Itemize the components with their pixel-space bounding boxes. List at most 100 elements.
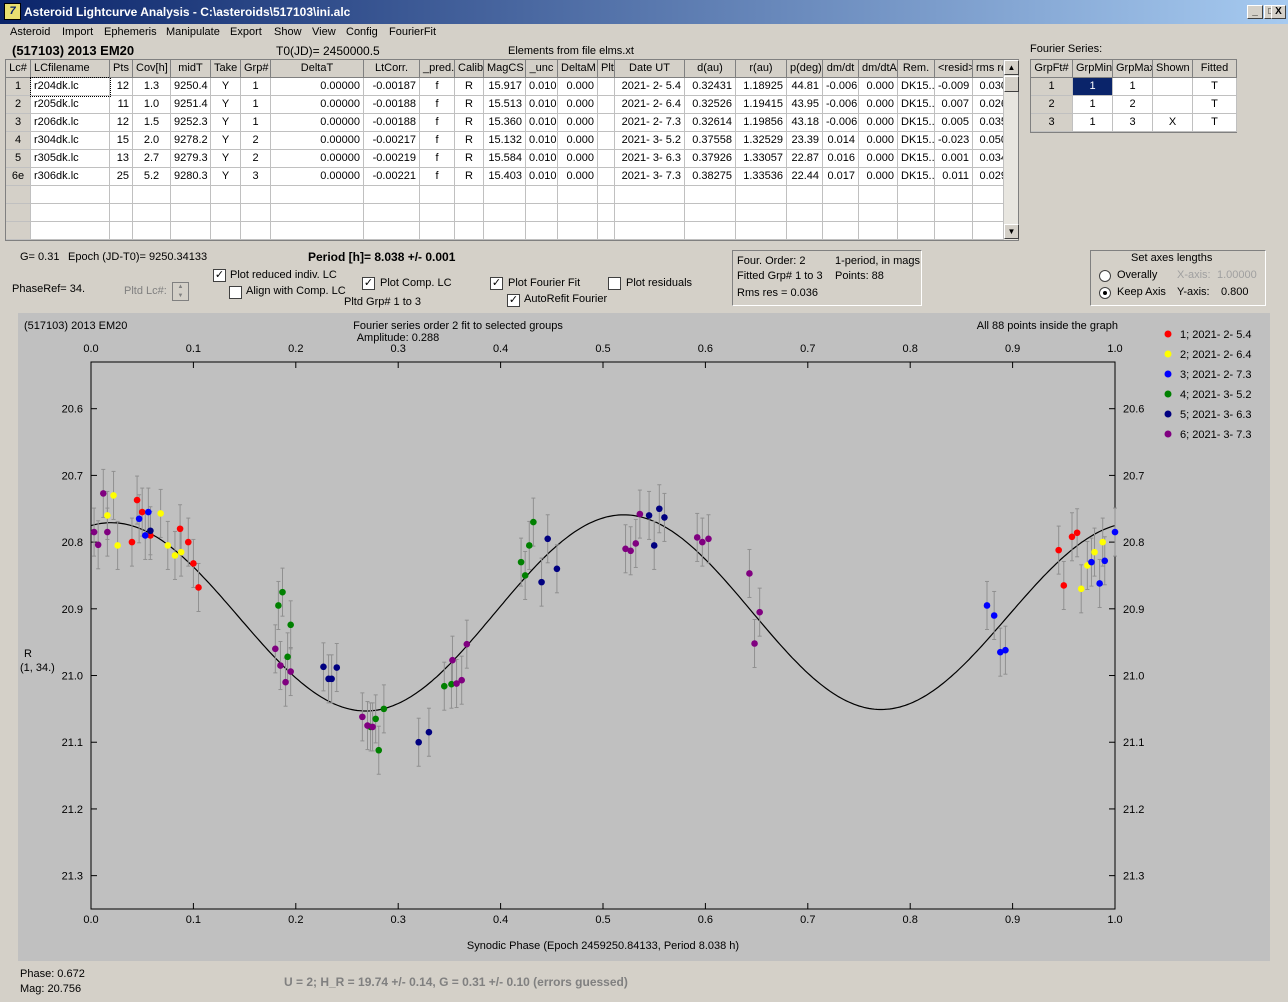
table-cell[interactable]: 1.33057 (736, 150, 787, 168)
xaxis-value[interactable]: 1.00000 (1217, 269, 1257, 281)
table-scrollbar[interactable]: ▲ ▼ (1003, 60, 1019, 240)
spin-up-icon[interactable]: ▲ (177, 284, 184, 290)
table-cell[interactable]: 5 (6, 150, 31, 168)
table-cell[interactable]: 0.00000 (271, 132, 364, 150)
table-cell[interactable]: 3 (6, 114, 31, 132)
table-cell[interactable]: f (420, 78, 455, 96)
fourier-column-header[interactable]: GrpMin (1073, 60, 1113, 78)
empty-cell[interactable] (171, 204, 211, 222)
pltd-lc-spinner[interactable]: ▲ ▼ (172, 282, 189, 301)
table-cell[interactable]: 0.000 (859, 132, 898, 150)
empty-cell[interactable] (110, 222, 133, 240)
table-cell[interactable]: 4 (6, 132, 31, 150)
table-cell[interactable]: 23.39 (787, 132, 823, 150)
table-cell[interactable]: 1.32529 (736, 132, 787, 150)
empty-cell[interactable] (935, 204, 973, 222)
table-cell[interactable]: 0.010 (526, 150, 558, 168)
table-cell[interactable]: 15.132 (484, 132, 526, 150)
table-cell[interactable]: 15.584 (484, 150, 526, 168)
table-cell[interactable]: 0.00000 (271, 150, 364, 168)
empty-cell[interactable] (935, 222, 973, 240)
table-cell[interactable]: 13 (110, 150, 133, 168)
table-cell[interactable]: 0.010 (526, 168, 558, 186)
table-cell[interactable]: R (455, 132, 484, 150)
table-cell[interactable]: 1 (241, 78, 271, 96)
lightcurve-plot[interactable]: (517103) 2013 EM20 Fourier series order … (18, 313, 1270, 961)
table-cell[interactable]: -0.00187 (364, 78, 420, 96)
table-cell[interactable]: 0.010 (526, 132, 558, 150)
table-cell[interactable]: 0.32431 (685, 78, 736, 96)
table-cell[interactable]: 1.33536 (736, 168, 787, 186)
column-header[interactable]: Plt (598, 60, 615, 78)
fourier-column-header[interactable]: GrpMax (1113, 60, 1153, 78)
table-cell[interactable]: Y (211, 150, 241, 168)
column-header[interactable]: Date UT (615, 60, 685, 78)
empty-cell[interactable] (211, 204, 241, 222)
empty-cell[interactable] (211, 186, 241, 204)
menu-show[interactable]: Show (274, 26, 302, 38)
empty-cell[interactable] (455, 204, 484, 222)
table-cell[interactable] (598, 96, 615, 114)
table-cell[interactable]: f (420, 114, 455, 132)
empty-cell[interactable] (133, 186, 171, 204)
table-cell[interactable]: 15.360 (484, 114, 526, 132)
table-cell[interactable]: 9250.4 (171, 78, 211, 96)
table-cell[interactable]: 1.19856 (736, 114, 787, 132)
empty-cell[interactable] (271, 204, 364, 222)
fourier-cell[interactable]: 1 (1113, 78, 1153, 96)
empty-cell[interactable] (859, 222, 898, 240)
table-cell[interactable]: R (455, 150, 484, 168)
table-cell[interactable]: 0.000 (558, 132, 598, 150)
fourier-cell[interactable]: 3 (1113, 114, 1153, 132)
table-cell[interactable]: Y (211, 132, 241, 150)
table-cell[interactable]: 1 (6, 78, 31, 96)
menu-export[interactable]: Export (230, 26, 262, 38)
empty-cell[interactable] (558, 186, 598, 204)
table-cell[interactable] (598, 150, 615, 168)
empty-cell[interactable] (615, 186, 685, 204)
table-cell[interactable]: f (420, 168, 455, 186)
plot-residuals-checkbox[interactable] (608, 277, 621, 290)
table-cell[interactable]: 1.5 (133, 114, 171, 132)
empty-cell[interactable] (6, 186, 31, 204)
fourier-cell[interactable]: T (1193, 96, 1237, 114)
table-cell[interactable]: 0.000 (859, 96, 898, 114)
empty-cell[interactable] (241, 186, 271, 204)
empty-cell[interactable] (6, 222, 31, 240)
empty-cell[interactable] (364, 186, 420, 204)
empty-cell[interactable] (31, 186, 110, 204)
table-cell[interactable]: r205dk.lc (31, 96, 110, 114)
close-button[interactable]: X (1271, 5, 1286, 19)
table-cell[interactable] (598, 168, 615, 186)
table-cell[interactable]: 0.010 (526, 114, 558, 132)
table-cell[interactable]: 0.38275 (685, 168, 736, 186)
menu-config[interactable]: Config (346, 26, 378, 38)
table-cell[interactable]: -0.006 (823, 114, 859, 132)
table-cell[interactable]: DK15.. (898, 78, 935, 96)
menu-manipulate[interactable]: Manipulate (166, 26, 220, 38)
spin-down-icon[interactable]: ▼ (177, 293, 184, 299)
fourier-series-table[interactable]: GrpFt# 1 2 3 GrpMin 1 1 1 GrpMax 1 2 3 Shown X Fitted T… (1030, 59, 1237, 133)
column-header[interactable]: DeltaT (271, 60, 364, 78)
table-cell[interactable]: 0.000 (558, 150, 598, 168)
table-cell[interactable]: 2021- 2- 5.4 (615, 78, 685, 96)
table-cell[interactable]: 0.011 (935, 168, 973, 186)
table-cell[interactable]: -0.00188 (364, 96, 420, 114)
empty-cell[interactable] (685, 186, 736, 204)
table-cell[interactable]: 2 (241, 150, 271, 168)
empty-cell[interactable] (455, 186, 484, 204)
fourier-cell[interactable] (1153, 78, 1193, 96)
fourier-cell[interactable]: T (1193, 114, 1237, 132)
empty-cell[interactable] (133, 204, 171, 222)
table-cell[interactable]: 0.00000 (271, 78, 364, 96)
column-header[interactable]: Take (211, 60, 241, 78)
table-cell[interactable]: 0.000 (558, 168, 598, 186)
table-cell[interactable]: 6e (6, 168, 31, 186)
table-cell[interactable]: 0.000 (859, 150, 898, 168)
table-cell[interactable]: R (455, 114, 484, 132)
column-header[interactable]: r(au) (736, 60, 787, 78)
column-header[interactable]: Lc# (6, 60, 31, 78)
table-cell[interactable] (598, 132, 615, 150)
column-header[interactable]: dm/dt (823, 60, 859, 78)
column-header[interactable]: Calib. (455, 60, 484, 78)
